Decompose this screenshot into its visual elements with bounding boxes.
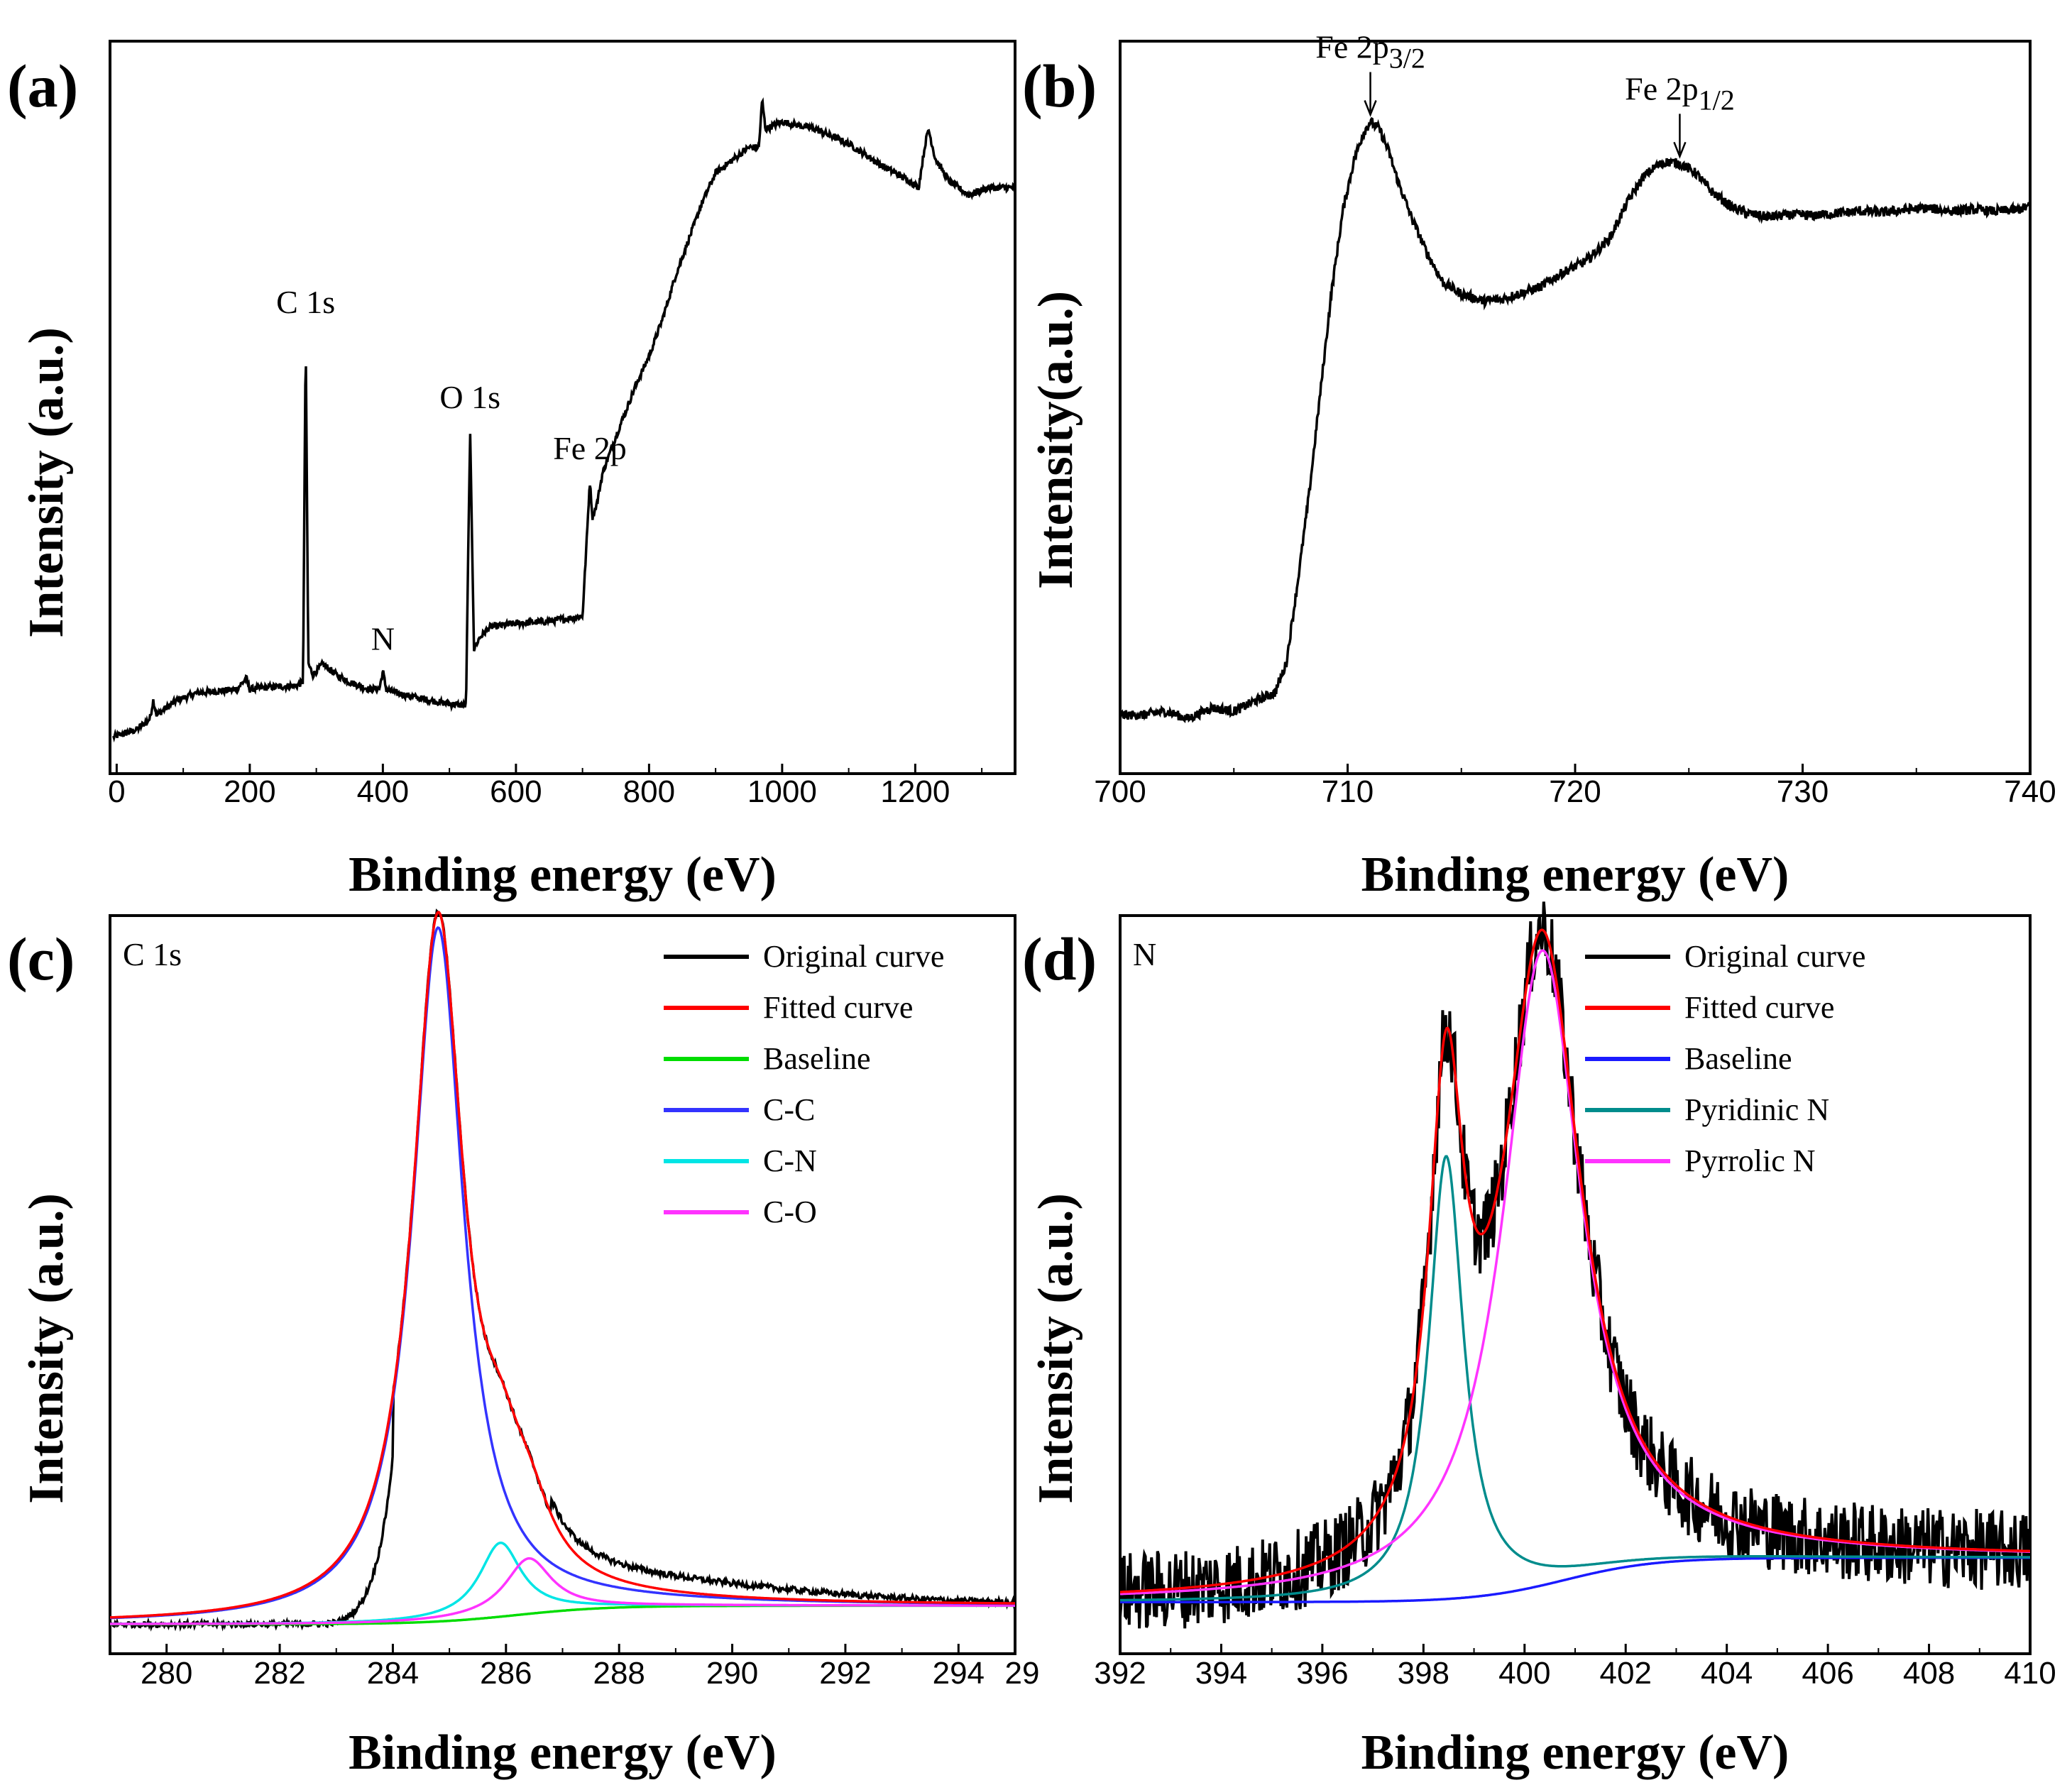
x-tick-label: 410 bbox=[2004, 1656, 2056, 1691]
x-tick-label: 286 bbox=[480, 1656, 532, 1691]
series-line-original-curve bbox=[1119, 901, 2032, 1629]
x-axis-label: Binding energy (eV) bbox=[349, 1725, 777, 1780]
panel-letter: (c) bbox=[7, 925, 75, 993]
x-tick-label: 800 bbox=[623, 774, 675, 809]
x-tick-label: 400 bbox=[1498, 1656, 1550, 1691]
x-tick-label: 1000 bbox=[747, 774, 817, 809]
chart-panel-a: 0 200 400 600 800 1000 1200 Binding energy (eV)… bbox=[7, 40, 1016, 902]
y-axis-label: Intensity(a.u.) bbox=[1029, 291, 1083, 589]
y-axis-label: Intensity (a.u.) bbox=[19, 1193, 74, 1504]
x-tick-label: 290 bbox=[706, 1656, 758, 1691]
peak-annotation: Fe 2p bbox=[553, 430, 627, 466]
inset-label: C 1s bbox=[123, 936, 182, 972]
x-axis-label: Binding energy (eV) bbox=[349, 847, 777, 902]
x-tick-label: 0 bbox=[108, 774, 125, 809]
x-tick-label: 284 bbox=[367, 1656, 419, 1691]
legend-label: Fitted curve bbox=[763, 990, 913, 1025]
series-line-survey bbox=[1119, 116, 2032, 723]
legend-label: Baseline bbox=[1684, 1041, 1792, 1076]
x-tick-label: 1200 bbox=[880, 774, 950, 809]
peak-annotation: O 1s bbox=[439, 379, 500, 415]
series-line-survey bbox=[112, 97, 1016, 743]
x-tick-label: 29 bbox=[1005, 1656, 1040, 1691]
y-axis-label: Intensity (a.u.) bbox=[19, 327, 74, 638]
x-tick-label: 402 bbox=[1600, 1656, 1652, 1691]
legend-label: C-N bbox=[763, 1143, 817, 1178]
series-line-pyridinic-n bbox=[1119, 1155, 2030, 1602]
x-tick-label: 200 bbox=[224, 774, 275, 809]
panel-letter: (a) bbox=[7, 52, 78, 120]
y-axis-label: Intensity (a.u.) bbox=[1029, 1193, 1083, 1504]
x-tick-label: 600 bbox=[490, 774, 542, 809]
legend-label: Pyridinic N bbox=[1684, 1092, 1829, 1127]
x-tick-label: 282 bbox=[253, 1656, 305, 1691]
legend-label: Fitted curve bbox=[1684, 990, 1834, 1025]
legend-label: Original curve bbox=[763, 939, 944, 974]
panel-letter: (d) bbox=[1022, 925, 1097, 993]
legend-label: Pyrrolic N bbox=[1684, 1143, 1816, 1178]
x-tick-label: 406 bbox=[1802, 1656, 1853, 1691]
x-tick-label: 398 bbox=[1398, 1656, 1449, 1691]
chart-panel-d: 392 394 396 398 400 402 404 406 408 410 Binding en… bbox=[1022, 901, 2056, 1780]
x-tick-label: 396 bbox=[1296, 1656, 1348, 1691]
x-tick-label: 700 bbox=[1094, 774, 1146, 809]
x-tick-label: 720 bbox=[1549, 774, 1601, 809]
panel-letter: (b) bbox=[1022, 52, 1097, 120]
x-tick-label: 404 bbox=[1701, 1656, 1753, 1691]
arrow-head bbox=[1364, 100, 1377, 117]
x-tick-label: 288 bbox=[593, 1656, 645, 1691]
arrow-head bbox=[1673, 141, 1687, 159]
x-tick-label: 392 bbox=[1094, 1656, 1146, 1691]
plot-frame bbox=[109, 40, 1016, 775]
x-tick-label: 730 bbox=[1777, 774, 1829, 809]
x-tick-label: 294 bbox=[933, 1656, 985, 1691]
legend: Original curve Fitted curve Baseline Pyridi… bbox=[1585, 939, 1865, 1178]
x-tick-label: 280 bbox=[141, 1656, 192, 1691]
legend-label: C-O bbox=[763, 1195, 817, 1229]
x-tick-label: 710 bbox=[1322, 774, 1374, 809]
series-line-fitted-curve bbox=[1120, 928, 2030, 1593]
x-tick-label: 292 bbox=[819, 1656, 871, 1691]
x-axis-label: Binding energy (eV) bbox=[1361, 1725, 1789, 1780]
series-line-fitted-curve bbox=[109, 911, 1015, 1619]
inset-label: N bbox=[1133, 936, 1156, 972]
legend: Original curve Fitted curve Baseline C-C C-N… bbox=[664, 939, 944, 1229]
legend-label: Baseline bbox=[763, 1041, 871, 1076]
legend-label: Original curve bbox=[1684, 939, 1865, 974]
chart-panel-b: 700 710 720 730 740 Binding energy (eV) Intens… bbox=[1022, 29, 2056, 902]
peak-annotation: N bbox=[371, 621, 395, 657]
x-axis-label: Binding energy (eV) bbox=[1361, 847, 1789, 902]
series-line-c-o bbox=[110, 1556, 1015, 1625]
legend-label: C-C bbox=[763, 1092, 815, 1127]
x-tick-label: 408 bbox=[1903, 1656, 1955, 1691]
x-tick-label: 394 bbox=[1195, 1656, 1247, 1691]
peak-annotation: C 1s bbox=[276, 284, 335, 320]
chart-panel-c: 280 282 284 286 288 290 292 294 29 Binding energy… bbox=[7, 908, 1040, 1780]
x-tick-label: 740 bbox=[2004, 774, 2056, 809]
x-tick-label: 400 bbox=[357, 774, 409, 809]
